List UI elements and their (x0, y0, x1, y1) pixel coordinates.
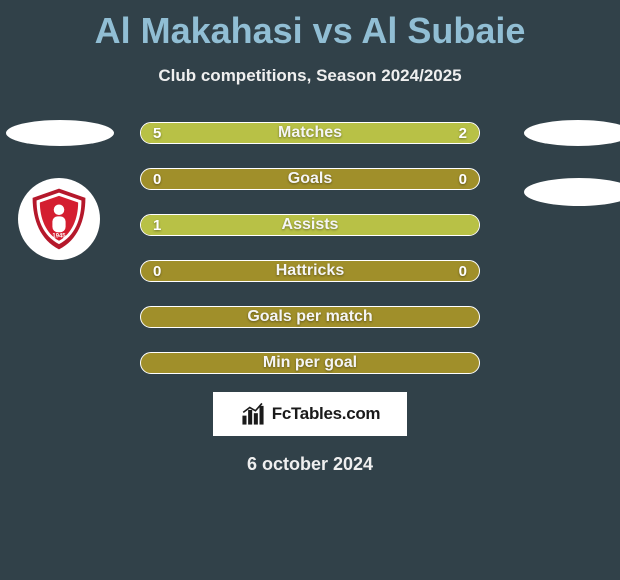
crest-icon: 1945 (26, 186, 92, 252)
stat-label: Hattricks (141, 261, 479, 281)
stat-bar: Assists1 (140, 214, 480, 236)
stat-value-left: 0 (153, 169, 161, 189)
stat-bar: Min per goal (140, 352, 480, 374)
stat-bar: Goals per match (140, 306, 480, 328)
stat-fill-left (141, 123, 382, 143)
page-title: Al Makahasi vs Al Subaie (95, 10, 526, 52)
placeholder-ellipse-left-1 (6, 120, 114, 146)
stat-fill-right (382, 123, 479, 143)
snapshot-date: 6 october 2024 (247, 454, 373, 475)
branding-box: FcTables.com (213, 392, 407, 436)
stat-label: Goals (141, 169, 479, 189)
player-left-crest: 1945 (18, 178, 100, 260)
stat-value-right: 0 (459, 261, 467, 281)
stat-value-right: 0 (459, 169, 467, 189)
placeholder-ellipse-right-1 (524, 120, 620, 146)
stat-bar: Matches52 (140, 122, 480, 144)
comparison-stage: 1945 Matches52Goals00Assists1Hattricks00… (0, 122, 620, 374)
fctables-logo-icon (240, 401, 266, 427)
branding-text: FcTables.com (272, 404, 381, 424)
stat-value-left: 0 (153, 261, 161, 281)
svg-text:1945: 1945 (52, 233, 66, 239)
placeholder-ellipse-right-2 (524, 178, 620, 206)
stat-bar: Goals0 0 (140, 168, 480, 190)
page-subtitle: Club competitions, Season 2024/2025 (158, 66, 461, 86)
stat-label: Goals per match (141, 307, 479, 327)
stat-bar: Hattricks0 0 (140, 260, 480, 282)
stat-fill-left (141, 215, 479, 235)
stats-list: Matches52Goals00Assists1Hattricks00Goals… (140, 122, 480, 374)
stat-label: Min per goal (141, 353, 479, 373)
